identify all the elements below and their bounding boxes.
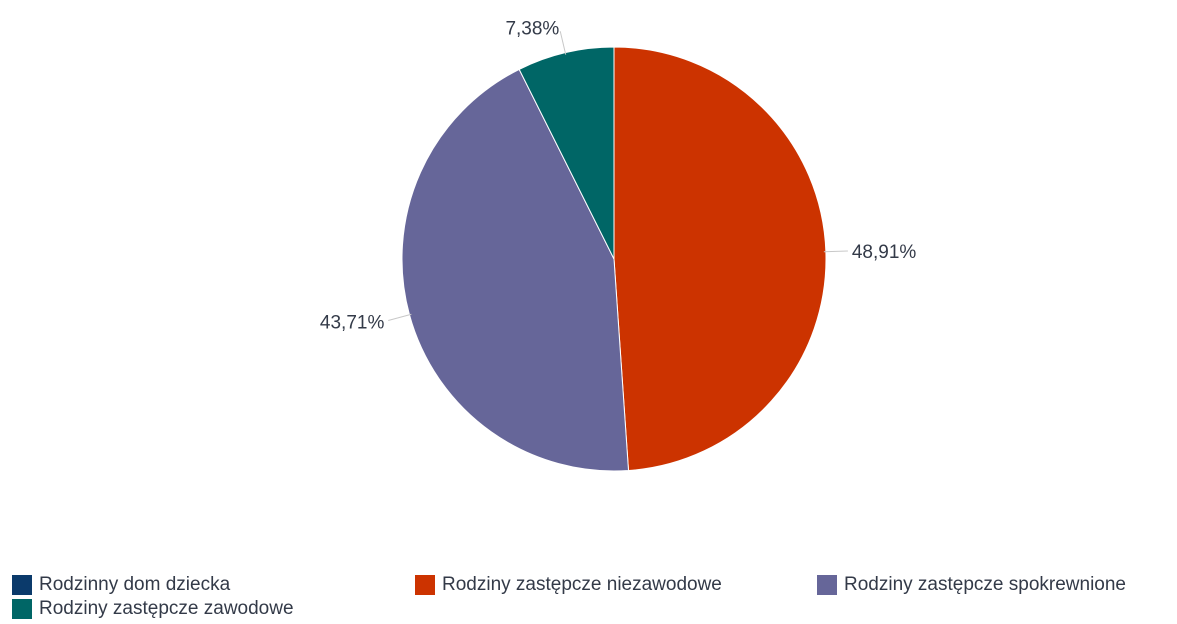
legend-label: Rodziny zastępcze niezawodowe: [442, 574, 722, 595]
legend-item-rodziny-zastepcze-niezawodowe[interactable]: Rodziny zastępcze niezawodowe: [415, 574, 722, 596]
data-label-connector: [559, 31, 567, 55]
legend-swatch: [12, 575, 32, 595]
legend-item-rodziny-zastepcze-spokrewnione[interactable]: Rodziny zastępcze spokrewnione: [817, 574, 1126, 596]
data-label: 43,71%: [320, 313, 385, 334]
legend-label: Rodziny zastępcze spokrewnione: [844, 574, 1126, 595]
legend-swatch: [415, 575, 435, 595]
legend: Rodzinny dom dziecka Rodziny zastępcze n…: [12, 574, 1172, 622]
legend-label: Rodzinny dom dziecka: [39, 574, 231, 595]
data-label: 7,38%: [505, 18, 559, 39]
data-label-connector: [823, 250, 848, 253]
legend-item-rodziny-zastepcze-zawodowe[interactable]: Rodziny zastępcze zawodowe: [12, 598, 294, 620]
legend-swatch: [12, 599, 32, 619]
data-label-connector: [388, 313, 412, 322]
legend-label: Rodziny zastępcze zawodowe: [39, 598, 294, 619]
legend-swatch: [817, 575, 837, 595]
legend-item-rodzinny-dom-dziecka[interactable]: Rodzinny dom dziecka: [12, 574, 230, 596]
data-label: 48,91%: [852, 242, 917, 263]
pie-slice-1[interactable]: [613, 46, 827, 472]
pie-chart-svg: 48,91% 43,71% 7,38%: [320, 18, 917, 472]
